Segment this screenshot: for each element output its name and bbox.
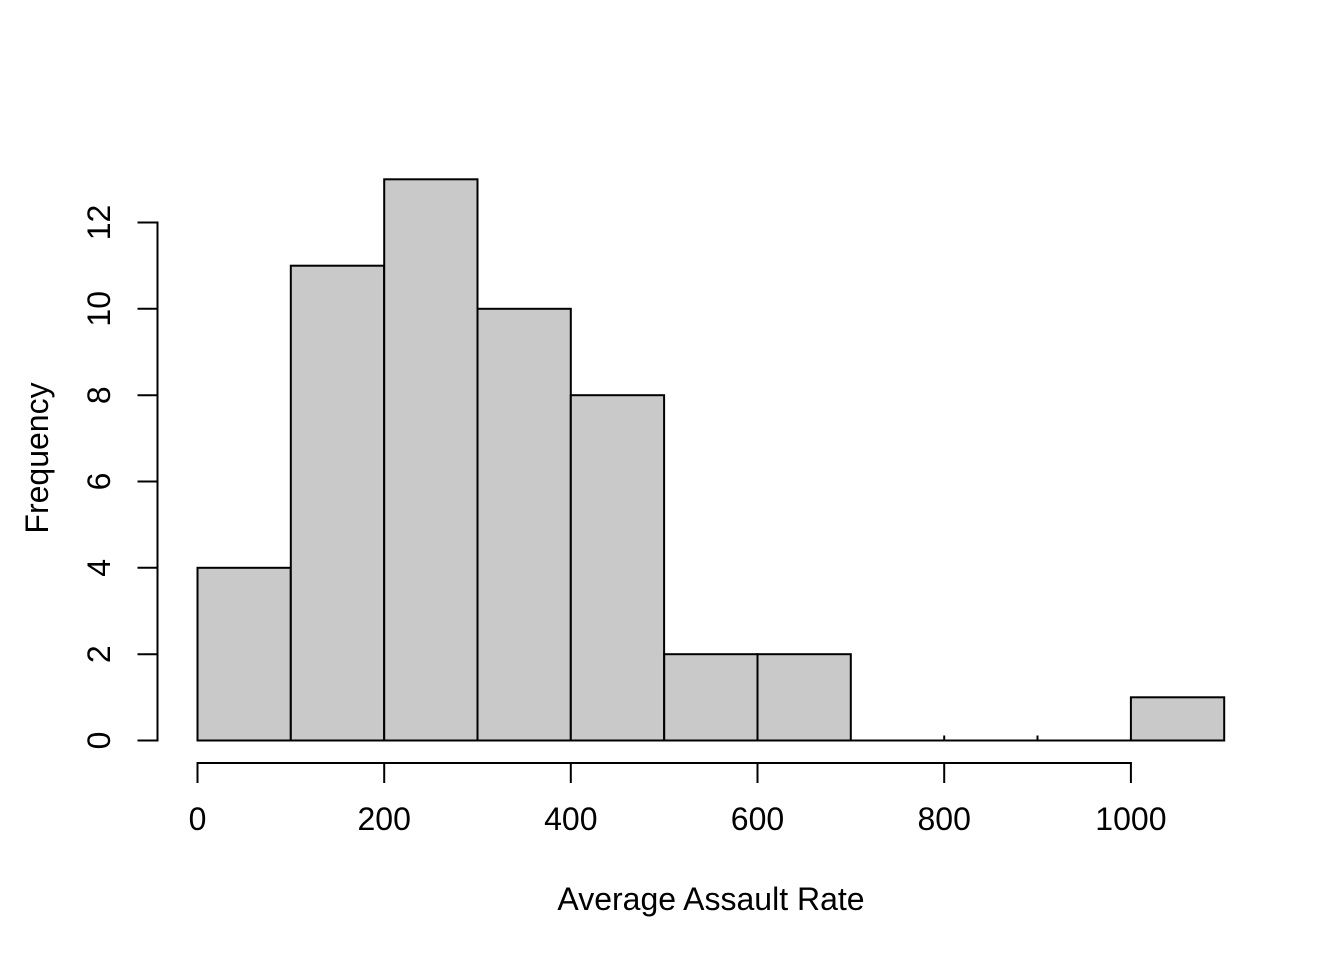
y-tick-label: 4 (81, 559, 117, 577)
x-axis-title: Average Assault Rate (557, 881, 864, 917)
x-tick-label: 200 (358, 801, 411, 837)
y-tick-label: 6 (81, 473, 117, 491)
x-tick-label: 400 (544, 801, 597, 837)
x-tick-label: 0 (189, 801, 207, 837)
y-axis: 0 2 4 6 8 10 12 (81, 205, 159, 750)
histogram-bar (663, 653, 759, 742)
bars-layer (196, 178, 1226, 742)
histogram-bar (476, 307, 572, 742)
histogram-bar (1129, 696, 1226, 742)
histogram-bar (569, 394, 666, 742)
histogram-bar (756, 653, 852, 742)
x-tick-label: 800 (918, 801, 971, 837)
x-tick-label: 1000 (1095, 801, 1166, 837)
y-axis-title: Frequency (19, 382, 55, 533)
y-tick-label: 12 (81, 205, 117, 241)
x-tick-label: 600 (731, 801, 784, 837)
y-tick-label: 8 (81, 386, 117, 404)
histogram-bar (196, 566, 292, 742)
histogram-bar (383, 178, 479, 742)
histogram-bar (289, 264, 386, 742)
x-axis: 0 200 400 600 800 1000 (189, 762, 1166, 837)
y-tick-label: 2 (81, 645, 117, 663)
y-tick-label: 0 (81, 732, 117, 750)
y-tick-label: 10 (81, 291, 117, 327)
